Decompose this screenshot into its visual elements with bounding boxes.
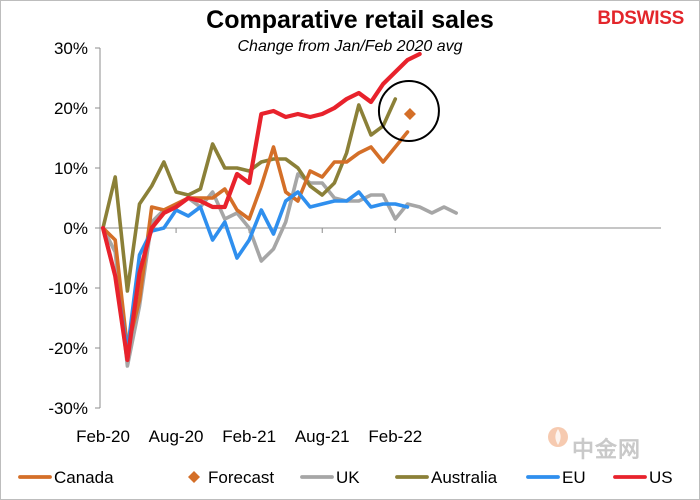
- y-tick-label: 10%: [54, 159, 88, 178]
- y-tick-label: -10%: [48, 279, 88, 298]
- y-tick-label: -20%: [48, 339, 88, 358]
- legend-marker-forecast: [188, 471, 200, 483]
- series-line-uk: [101, 172, 459, 368]
- series-line-us: [100, 51, 422, 363]
- y-tick-label: 0%: [63, 219, 88, 238]
- x-tick-label: Feb-21: [222, 427, 276, 446]
- watermark-text: 中金网: [572, 437, 642, 462]
- legend-label-canada: Canada: [54, 468, 114, 487]
- y-tick-label: -30%: [48, 399, 88, 418]
- series-line-canada: [101, 130, 410, 350]
- x-tick-label: Aug-21: [295, 427, 350, 446]
- legend-label-us: US: [649, 468, 673, 487]
- chart-subtitle: Change from Jan/Feb 2020 avg: [237, 38, 463, 55]
- brand-logo: BDSWISS: [597, 8, 684, 29]
- annotation-circle: [377, 80, 440, 142]
- x-tick-label: Aug-20: [149, 427, 204, 446]
- legend-label-eu: EU: [562, 468, 586, 487]
- x-tick-label: Feb-22: [368, 427, 422, 446]
- legend-label-uk: UK: [336, 468, 360, 487]
- watermark-icon: [548, 427, 568, 447]
- y-tick-label: 20%: [54, 99, 88, 118]
- chart-title: Comparative retail sales: [206, 6, 494, 34]
- legend-label-australia: Australia: [431, 468, 498, 487]
- series-line-eu: [101, 190, 410, 353]
- legend-label-forecast: Forecast: [208, 468, 274, 487]
- y-tick-label: 30%: [54, 39, 88, 58]
- forecast-marker: [403, 108, 416, 120]
- x-tick-label: Feb-20: [76, 427, 130, 446]
